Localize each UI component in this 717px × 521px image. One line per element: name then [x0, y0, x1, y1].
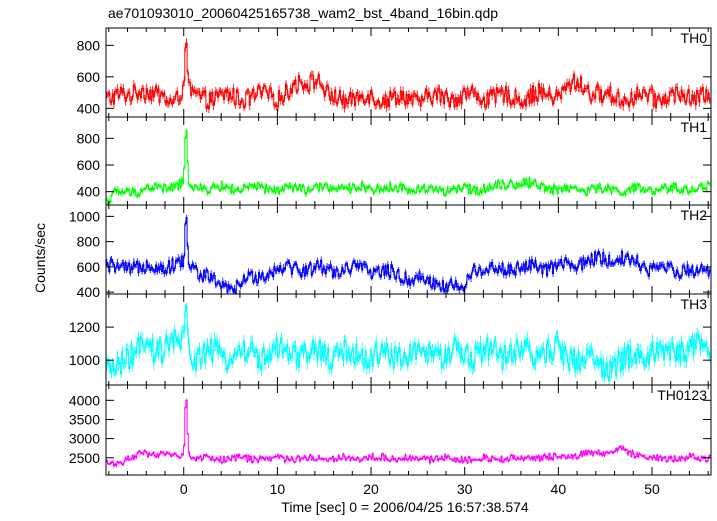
y-tick-label: 4000 — [69, 392, 100, 408]
panel-th3: 1000 1200 TH3 — [69, 293, 712, 386]
panel-label: TH3 — [681, 296, 708, 312]
x-tick-label: 0 — [180, 481, 188, 497]
y-tick-label: 1000 — [69, 208, 100, 224]
panel-th2: 400 600 800 1000 TH2 — [69, 204, 712, 300]
panel-th1: 400 600 800 TH1 — [77, 116, 712, 206]
y-tick-label: 1200 — [69, 319, 100, 335]
chart-title: ae701093010_20060425165738_wam2_bst_4ban… — [108, 5, 498, 21]
panel-label: TH0123 — [657, 387, 707, 403]
series-errorbars — [106, 128, 711, 205]
y-tick-label: 400 — [77, 284, 101, 300]
panel-frame — [105, 384, 712, 476]
panel-label: TH1 — [681, 119, 708, 135]
x-tick-label: 30 — [457, 481, 473, 497]
y-tick-label: 600 — [77, 157, 101, 173]
y-tick-label: 400 — [77, 100, 101, 116]
x-axis-label: Time [sec] 0 = 2006/04/25 16:57:38.574 — [281, 499, 529, 515]
y-tick-label: 800 — [77, 37, 101, 53]
series-th0 — [106, 38, 711, 113]
series-line — [106, 399, 711, 467]
series-line — [106, 42, 711, 110]
panel-th0123: 2500 3000 3500 4000 TH0123 — [69, 384, 712, 476]
series-th2 — [106, 215, 711, 294]
panel-label: TH0 — [681, 30, 708, 46]
series-th3 — [106, 302, 711, 385]
series-line — [106, 130, 711, 205]
series-line — [106, 217, 711, 294]
x-tick-label: 20 — [363, 481, 379, 497]
y-tick-label: 800 — [77, 234, 101, 250]
y-tick-label: 400 — [77, 184, 101, 200]
series-th0123 — [106, 398, 711, 468]
y-tick-label: 600 — [77, 259, 101, 275]
y-tick-label: 600 — [77, 69, 101, 85]
y-tick-label: 2500 — [69, 450, 100, 466]
series-line — [106, 306, 711, 382]
series-th1 — [106, 128, 711, 205]
y-tick-label: 3000 — [69, 431, 100, 447]
y-tick-label: 800 — [77, 130, 101, 146]
x-tick-label: 10 — [270, 481, 286, 497]
x-tick-label: 50 — [644, 481, 660, 497]
y-tick-label: 3500 — [69, 411, 100, 427]
panel-th0: 400 600 800 TH0 — [77, 27, 712, 118]
panel-label: TH2 — [681, 207, 708, 223]
y-axis-label: Counts/sec — [32, 223, 48, 293]
x-tick-label: 40 — [551, 481, 567, 497]
y-tick-label: 1000 — [69, 352, 100, 368]
series-errorbars — [106, 302, 711, 385]
